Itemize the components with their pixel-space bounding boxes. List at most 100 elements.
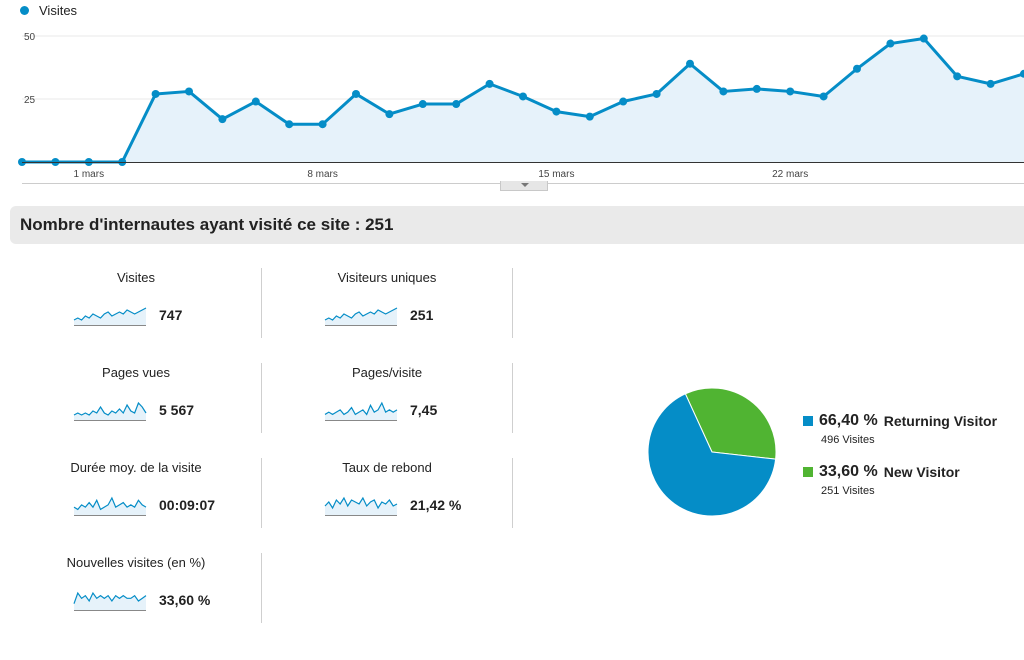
metric-visites[interactable]: Visites 747 [11, 270, 261, 340]
sparkline-chart [73, 591, 147, 611]
x-tick-label: 8 mars [307, 169, 338, 180]
sparkline-line [324, 401, 398, 416]
sparkline-chart [73, 307, 147, 326]
data-point [786, 87, 795, 96]
x-tick-label: 22 mars [772, 169, 808, 180]
sparkline-area [74, 498, 146, 515]
sparkline-chart [324, 401, 398, 421]
data-point [1020, 69, 1024, 78]
data-point [686, 59, 694, 68]
new-swatch-icon [803, 467, 813, 477]
summary-header: Nombre d'internautes ayant visité ce sit… [10, 206, 1024, 244]
column-divider [261, 553, 262, 623]
data-point [752, 84, 761, 93]
pie-slice [647, 393, 777, 517]
metric-value: 00:09:07 [159, 497, 216, 513]
pie-percent: 33,60 % [819, 463, 878, 480]
sparkline-line [324, 307, 398, 321]
column-divider [512, 268, 513, 338]
y-tick-label: 50 [24, 32, 36, 43]
metric-label: Pages vues [102, 365, 170, 380]
column-divider [512, 363, 513, 433]
column-divider [261, 458, 262, 528]
sparkline-chart [324, 307, 398, 326]
y-tick-label: 25 [24, 95, 36, 106]
data-point [285, 120, 294, 129]
sparkline-line [73, 591, 147, 604]
pie-series-name: New Visitor [883, 464, 960, 480]
data-point [385, 110, 394, 119]
data-point [919, 34, 928, 43]
summary-title: Nombre d'internautes ayant visité ce sit… [20, 215, 394, 234]
pie-visits-count: 496 Visites [821, 434, 875, 446]
pie-legend-new[interactable]: 33,60 % New Visitor 251 Visites [803, 463, 960, 497]
data-point [519, 92, 527, 101]
x-tick-label: 1 mars [74, 169, 105, 180]
column-divider [512, 458, 513, 528]
data-point [485, 79, 494, 88]
column-divider [261, 363, 262, 433]
sparkline-line [73, 496, 147, 511]
sparkline-area [74, 593, 146, 610]
metric-label: Nouvelles visites (en %) [66, 555, 206, 570]
data-point [318, 120, 327, 129]
pie-series-name: Returning Visitor [883, 413, 998, 429]
data-point [452, 100, 461, 109]
metric-label: Durée moy. de la visite [70, 460, 202, 475]
metric-label: Taux de rebond [342, 460, 432, 475]
pie-visits-count: 251 Visites [821, 485, 875, 497]
visits-line-chart[interactable]: 25 50 1 mars 8 mars 15 mars 22 mars [0, 0, 1024, 200]
metric-visiteurs-uniques[interactable]: Visiteurs uniques 251 [262, 270, 512, 340]
data-point [552, 107, 561, 116]
metric-nouvelles-visites[interactable]: Nouvelles visites (en %) 33,60 % [11, 555, 261, 625]
column-divider [261, 268, 262, 338]
data-point [218, 115, 227, 124]
series-dot-icon [20, 6, 29, 15]
data-point [719, 87, 728, 96]
data-point [151, 89, 160, 98]
data-point [251, 97, 260, 106]
sparkline-line [73, 401, 147, 416]
metric-pages-visite[interactable]: Pages/visite 7,45 [262, 365, 512, 435]
metric-value: 7,45 [410, 402, 438, 418]
pie-slice [684, 387, 777, 460]
data-point [619, 97, 628, 106]
data-point [585, 112, 594, 121]
data-point [652, 89, 661, 98]
visitor-type-pie-chart[interactable] [640, 380, 784, 524]
x-tick-label: 15 mars [538, 169, 574, 180]
metric-label: Pages/visite [351, 365, 423, 380]
data-point [986, 79, 995, 88]
sparkline-chart [73, 496, 147, 516]
data-point [819, 92, 828, 101]
metric-duree-moy[interactable]: Durée moy. de la visite 00:09:07 [11, 460, 261, 530]
sparkline-area [325, 308, 397, 325]
metric-label: Visiteurs uniques [337, 270, 437, 285]
returning-swatch-icon [803, 416, 813, 426]
metric-value: 21,42 % [410, 497, 462, 513]
metric-value: 251 [410, 307, 434, 323]
sparkline-chart [324, 496, 398, 516]
metric-value: 5 567 [159, 402, 195, 418]
sparkline-area [325, 498, 397, 515]
chart-resize-handle[interactable] [500, 181, 548, 191]
metric-taux-rebond[interactable]: Taux de rebond 21,42 % [262, 460, 512, 530]
metric-pages-vues[interactable]: Pages vues 5 567 [11, 365, 261, 435]
sparkline-line [324, 496, 398, 510]
data-point [185, 87, 193, 96]
metric-value: 747 [159, 307, 183, 323]
pie-percent: 66,40 % [819, 412, 878, 429]
sparkline-area [74, 308, 146, 325]
sparkline-line [73, 307, 147, 321]
data-point [853, 64, 861, 73]
data-point [953, 72, 962, 81]
data-point [886, 39, 895, 48]
metric-value: 33,60 % [159, 592, 211, 608]
data-point [418, 100, 427, 109]
chart-legend[interactable]: Visites [20, 3, 77, 18]
legend-label: Visites [39, 3, 78, 18]
metric-label: Visites [116, 270, 156, 285]
data-point [352, 89, 360, 98]
sparkline-chart [73, 401, 147, 421]
pie-legend-returning[interactable]: 66,40 % Returning Visitor 496 Visites [803, 412, 997, 446]
